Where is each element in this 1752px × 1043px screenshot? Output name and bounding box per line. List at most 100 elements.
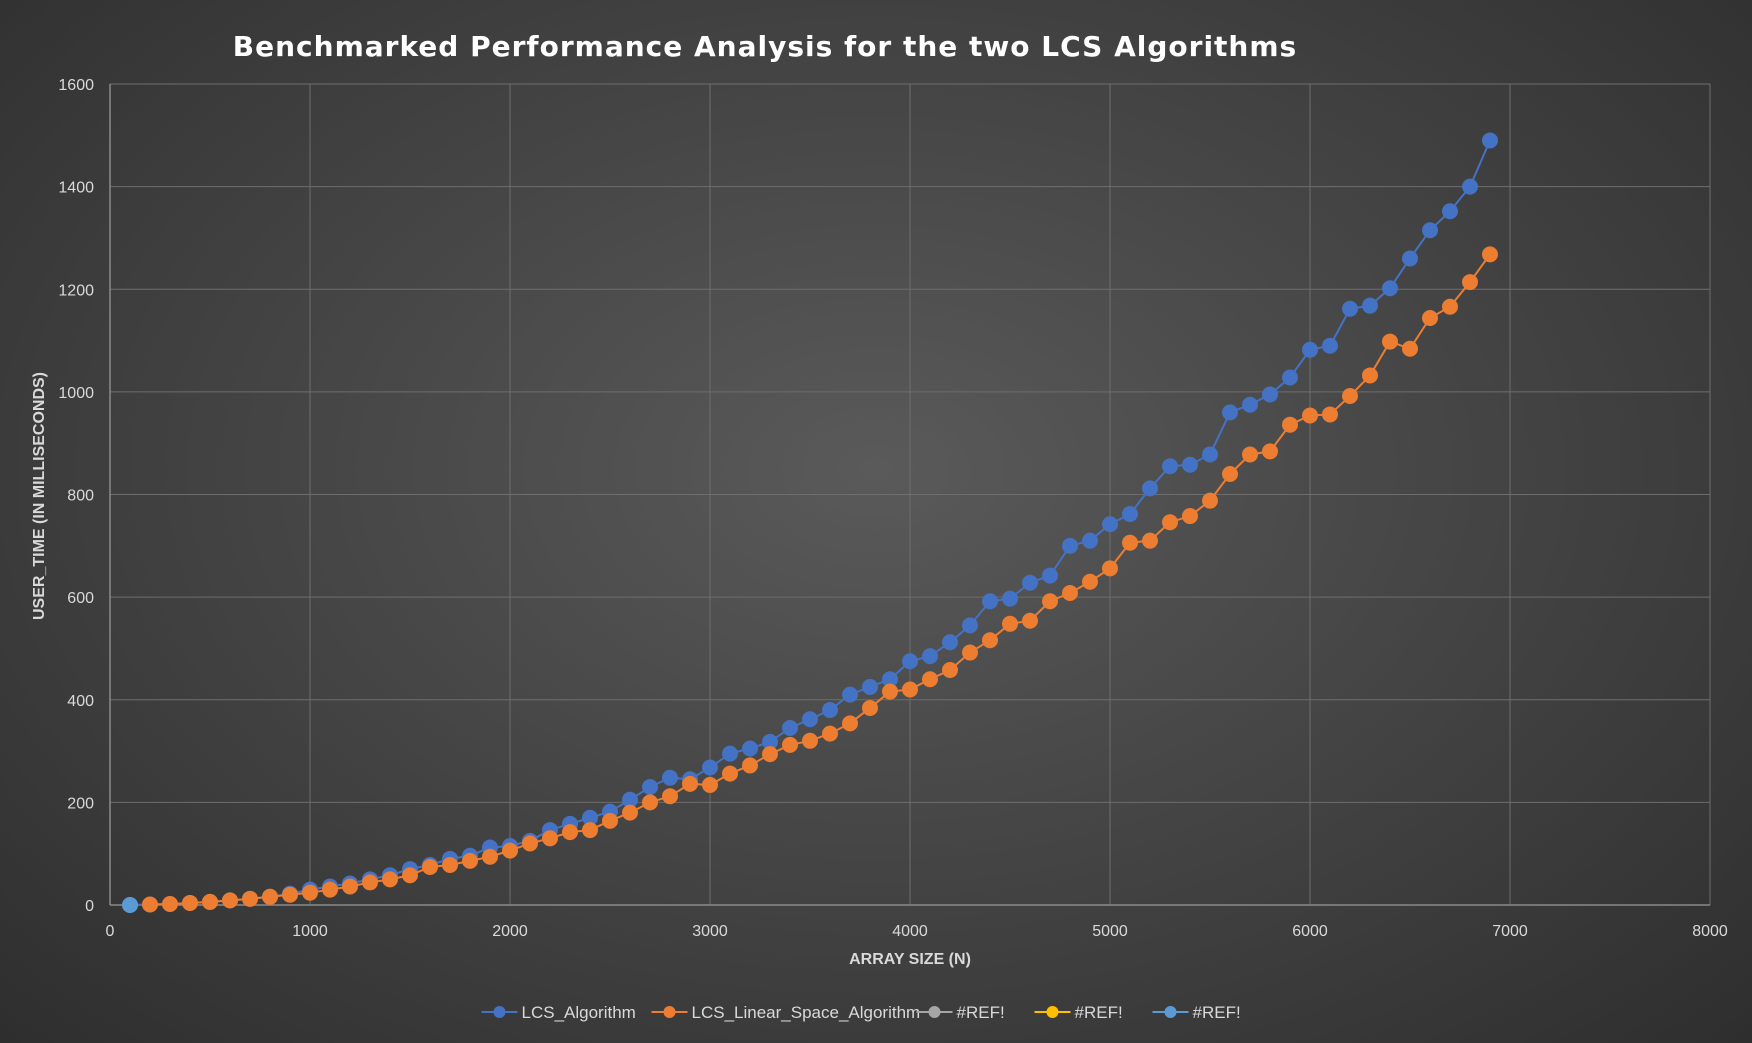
data-point [1142, 532, 1158, 549]
data-point [882, 683, 898, 700]
data-point [942, 634, 958, 651]
data-point [562, 824, 578, 841]
data-point [1202, 492, 1218, 509]
data-point [682, 775, 698, 792]
data-point [1222, 465, 1238, 482]
x-tick-label: 0 [106, 923, 115, 940]
data-point [742, 740, 758, 757]
data-point [902, 653, 918, 670]
legend-item: #REF! [1034, 1003, 1123, 1022]
data-point [282, 886, 298, 903]
y-tick-label: 1400 [58, 180, 94, 197]
data-point [862, 678, 878, 695]
axes: 0 200 400 600 800 1000 1200 1400 1600 0 1000 2000 30… [58, 77, 1727, 940]
data-point [1422, 222, 1438, 239]
data-point [1242, 396, 1258, 413]
x-tick-label: 8000 [1692, 923, 1728, 940]
data-point [1362, 297, 1378, 314]
data-point [922, 671, 938, 688]
data-point [602, 812, 618, 829]
legend-item: LCS_Linear_Space_Algorithm [651, 1003, 921, 1022]
data-point [782, 719, 798, 736]
data-point [582, 822, 598, 839]
y-tick-label: 1200 [58, 282, 94, 299]
legend-item: #REF! [1152, 1003, 1241, 1022]
data-point [1382, 280, 1398, 297]
data-point [162, 895, 178, 912]
data-point [1002, 590, 1018, 607]
data-point [422, 859, 438, 876]
data-point [122, 897, 138, 913]
x-tick-label: 4000 [892, 923, 928, 940]
legend-marker [1164, 1006, 1177, 1018]
data-point [1402, 250, 1418, 267]
series-4 [122, 897, 138, 913]
data-point [1102, 560, 1118, 577]
data-point [1002, 615, 1018, 632]
data-point [722, 765, 738, 782]
data-point [782, 736, 798, 753]
data-point [362, 874, 378, 891]
data-point [822, 725, 838, 742]
data-point [1422, 309, 1438, 326]
data-point [1282, 416, 1298, 433]
data-point [1122, 505, 1138, 522]
data-point [1382, 333, 1398, 350]
data-point [662, 788, 678, 805]
data-point [742, 757, 758, 774]
data-point [1202, 446, 1218, 463]
data-point [262, 888, 278, 905]
data-point [1182, 456, 1198, 473]
legend-label: #REF! [1075, 1003, 1123, 1022]
data-point [842, 686, 858, 703]
data-point [1162, 458, 1178, 475]
data-point [522, 835, 538, 852]
data-point [1082, 573, 1098, 590]
x-tick-label: 6000 [1292, 923, 1328, 940]
data-point [962, 617, 978, 634]
series-0 [122, 132, 1498, 913]
legend-marker [493, 1006, 506, 1018]
data-point [182, 894, 198, 911]
y-tick-label: 1000 [58, 385, 94, 402]
data-point [862, 699, 878, 716]
legend-label: LCS_Linear_Space_Algorithm [692, 1003, 921, 1022]
data-point [942, 661, 958, 678]
data-point [1042, 593, 1058, 610]
data-point [702, 776, 718, 793]
y-tick-label: 1600 [58, 77, 94, 94]
data-point [1462, 178, 1478, 195]
data-point [1442, 203, 1458, 220]
legend-marker [1046, 1006, 1059, 1018]
data-point [902, 681, 918, 698]
data-point [1222, 404, 1238, 421]
data-point [1342, 300, 1358, 317]
data-point [1182, 508, 1198, 525]
y-tick-label: 400 [67, 693, 94, 710]
data-point [1162, 514, 1178, 531]
data-point [642, 778, 658, 795]
data-point [1042, 567, 1058, 584]
data-point [1122, 534, 1138, 551]
legend-label: #REF! [1193, 1003, 1241, 1022]
data-point [722, 745, 738, 762]
y-axis-title: USER_TIME (IN MILLISECONDS) [31, 372, 48, 620]
x-tick-label: 5000 [1092, 923, 1128, 940]
data-point [1062, 585, 1078, 602]
data-point [442, 856, 458, 873]
data-point [1442, 298, 1458, 315]
series-1 [142, 246, 1498, 913]
x-tick-label: 3000 [692, 923, 728, 940]
data-point [1342, 387, 1358, 404]
x-tick-label: 1000 [292, 923, 328, 940]
legend-marker [928, 1006, 941, 1018]
legend-item: #REF! [916, 1003, 1005, 1022]
data-point [322, 881, 338, 898]
y-tick-label: 200 [67, 795, 94, 812]
data-point [222, 892, 238, 909]
data-point [982, 593, 998, 610]
data-point [462, 852, 478, 869]
data-point [1242, 446, 1258, 463]
data-point [762, 746, 778, 763]
